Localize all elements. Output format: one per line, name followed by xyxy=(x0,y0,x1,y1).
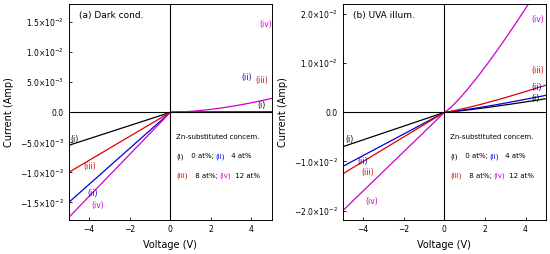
Text: 12 at%: 12 at% xyxy=(507,173,534,179)
Text: (i): (i) xyxy=(177,153,184,160)
Text: (iii): (iii) xyxy=(177,173,188,179)
Text: 0 at%;: 0 at%; xyxy=(463,153,490,159)
Text: (ii): (ii) xyxy=(215,153,224,160)
Text: (iv): (iv) xyxy=(260,20,272,29)
Text: 8 at%;: 8 at%; xyxy=(192,173,220,179)
Text: 4 at%: 4 at% xyxy=(503,153,526,159)
Text: (iii): (iii) xyxy=(83,162,96,171)
Text: (ii): (ii) xyxy=(357,157,367,166)
Text: (ii): (ii) xyxy=(87,189,97,198)
Text: (iv): (iv) xyxy=(91,201,104,210)
Text: (iii): (iii) xyxy=(450,173,462,179)
Text: 8 at%;: 8 at%; xyxy=(467,173,494,179)
Text: 4 at%: 4 at% xyxy=(229,153,251,159)
X-axis label: Voltage (V): Voltage (V) xyxy=(417,240,471,250)
Text: (iii): (iii) xyxy=(256,76,268,85)
Text: Zn-substituted concem.: Zn-substituted concem. xyxy=(450,134,534,140)
Text: (iv): (iv) xyxy=(219,173,230,179)
Text: (i): (i) xyxy=(450,153,458,160)
Text: (i): (i) xyxy=(257,101,266,110)
Text: (i): (i) xyxy=(532,94,540,103)
Text: (iii): (iii) xyxy=(361,168,374,177)
Text: (iv): (iv) xyxy=(532,15,544,24)
Text: (iii): (iii) xyxy=(532,66,544,75)
Text: (b) UVA illum.: (b) UVA illum. xyxy=(353,11,415,20)
Y-axis label: Current (Amp): Current (Amp) xyxy=(4,77,14,147)
Text: (i): (i) xyxy=(345,135,353,144)
Text: (ii): (ii) xyxy=(489,153,498,160)
Text: (iv): (iv) xyxy=(365,197,378,206)
Text: Zn-substituted concem.: Zn-substituted concem. xyxy=(177,134,260,140)
Y-axis label: Current (Amp): Current (Amp) xyxy=(278,77,288,147)
Text: (iv): (iv) xyxy=(493,173,505,179)
Text: 12 at%: 12 at% xyxy=(233,173,260,179)
Text: (ii): (ii) xyxy=(532,83,542,92)
Text: (ii): (ii) xyxy=(241,73,252,82)
Text: (a) Dark cond.: (a) Dark cond. xyxy=(79,11,144,20)
X-axis label: Voltage (V): Voltage (V) xyxy=(144,240,197,250)
Text: 0 at%;: 0 at%; xyxy=(189,153,216,159)
Text: (i): (i) xyxy=(71,135,79,144)
